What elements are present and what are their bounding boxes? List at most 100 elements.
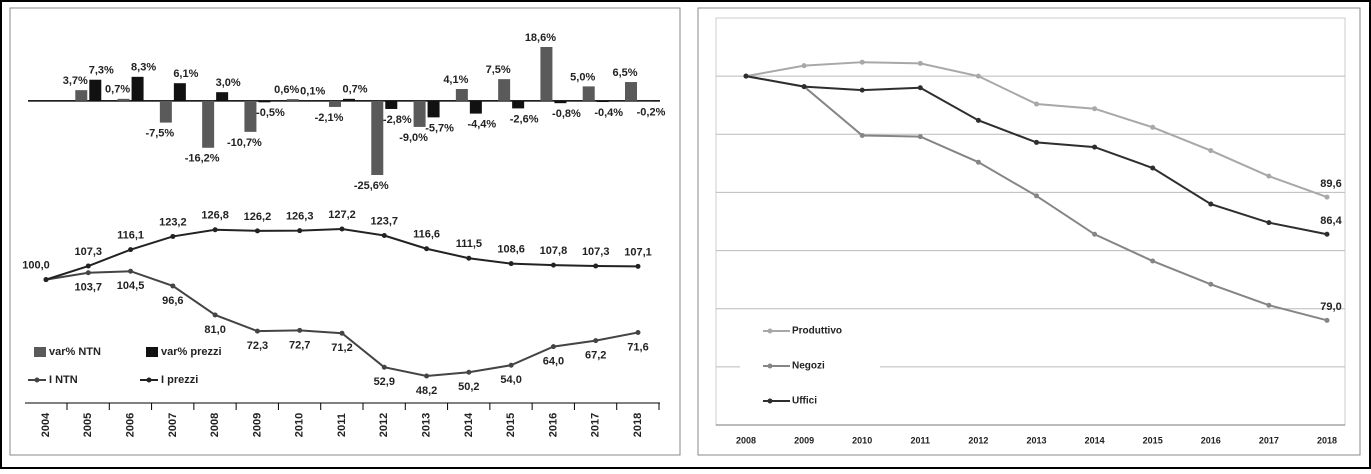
x-tick-label: 2008 [736, 435, 756, 445]
line-marker [860, 60, 865, 65]
bar [89, 80, 101, 101]
x-tick-label: 2010 [852, 435, 872, 445]
line-label: 52,9 [374, 376, 395, 388]
line-marker [1034, 140, 1039, 145]
bar-label: 7,3% [89, 65, 114, 77]
line-marker [1266, 174, 1271, 179]
line-marker [170, 283, 175, 288]
line-label: 111,5 [456, 238, 482, 250]
line-marker [802, 84, 807, 89]
line-marker [340, 331, 345, 336]
line-marker [86, 264, 91, 269]
bar [385, 101, 397, 109]
line-marker [1208, 202, 1213, 207]
bar-label: -4,4% [467, 119, 496, 131]
line-marker [918, 134, 923, 139]
bar-label: -9,0% [399, 132, 428, 144]
bar [202, 101, 214, 148]
bar-label: -0,5% [256, 107, 285, 119]
line-marker [551, 344, 556, 349]
line-marker [636, 264, 641, 269]
line-label: 123,7 [371, 215, 399, 227]
bar-label: -7,5% [145, 127, 174, 139]
legend-marker [768, 364, 773, 369]
line-marker [509, 363, 514, 368]
bar [371, 101, 383, 175]
x-tick-label: 2008 [209, 413, 221, 437]
line-marker [255, 228, 260, 233]
legend-swatch [146, 347, 158, 357]
bar [456, 89, 468, 101]
bar [512, 101, 524, 109]
bar [132, 77, 144, 101]
line-marker [1034, 102, 1039, 107]
line-label: 108,6 [497, 244, 525, 256]
legend-marker [768, 399, 773, 404]
line-marker [1150, 259, 1155, 264]
bar-label: 5,0% [570, 71, 595, 83]
bar [583, 86, 595, 100]
legend-marker [147, 378, 152, 383]
line-marker [551, 263, 556, 268]
x-tick-label: 2015 [505, 413, 517, 437]
line-marker [744, 74, 749, 79]
line-marker [424, 246, 429, 251]
line-marker [593, 338, 598, 343]
line-marker [213, 312, 218, 317]
x-tick-label: 2014 [1085, 435, 1105, 445]
line-marker [860, 133, 865, 138]
bar-label: 6,5% [612, 67, 637, 79]
line-marker [918, 85, 923, 90]
legend-label: I prezzi [161, 374, 198, 386]
bar [414, 101, 426, 127]
x-tick-label: 2015 [1143, 435, 1163, 445]
bar [639, 101, 651, 102]
bar [75, 90, 87, 101]
line-marker [382, 233, 387, 238]
bar-label: 0,6% [274, 84, 299, 96]
line-label: 127,2 [328, 209, 356, 221]
bar-label: -0,4% [594, 107, 623, 119]
x-tick-label: 2011 [911, 435, 931, 445]
bar [343, 99, 355, 101]
bar [216, 92, 228, 101]
line-label: 72,3 [247, 340, 268, 352]
line-marker [1266, 303, 1271, 308]
line-marker [424, 374, 429, 379]
legend-label: var% prezzi [161, 346, 222, 358]
line-marker [976, 118, 981, 123]
line-marker [976, 160, 981, 165]
x-tick-label: 2014 [463, 412, 475, 437]
line-label: 104,5 [117, 280, 145, 292]
line-label: 71,6 [627, 341, 648, 353]
legend-marker [768, 329, 773, 334]
line-label: 107,8 [540, 245, 568, 257]
line-label: 50,2 [458, 381, 479, 393]
bar-label: -2,6% [510, 113, 539, 125]
x-tick-label: 2010 [294, 413, 306, 437]
bar [498, 79, 510, 101]
line-marker [1208, 148, 1213, 153]
x-tick-label: 2016 [1201, 435, 1221, 445]
line-marker [1325, 232, 1330, 237]
line-marker [1092, 232, 1097, 237]
line-label: 126,3 [286, 211, 314, 223]
line-marker [1150, 125, 1155, 130]
line-marker [466, 256, 471, 261]
bar [540, 47, 552, 101]
bar-label: -2,1% [315, 112, 344, 124]
line-marker [86, 270, 91, 275]
bar-label: -25,6% [354, 180, 389, 192]
bar-label: 0,7% [342, 84, 367, 96]
line-marker [382, 365, 387, 370]
line-marker [509, 261, 514, 266]
x-tick-label: 2017 [1259, 435, 1279, 445]
line-marker [1325, 195, 1330, 200]
legend-label: I NTN [49, 374, 78, 386]
line-label: 96,6 [162, 295, 183, 307]
line-marker [340, 227, 345, 232]
x-tick-label: 2006 [124, 413, 136, 437]
line-marker [1266, 220, 1271, 225]
x-tick-label: 2012 [378, 413, 390, 437]
